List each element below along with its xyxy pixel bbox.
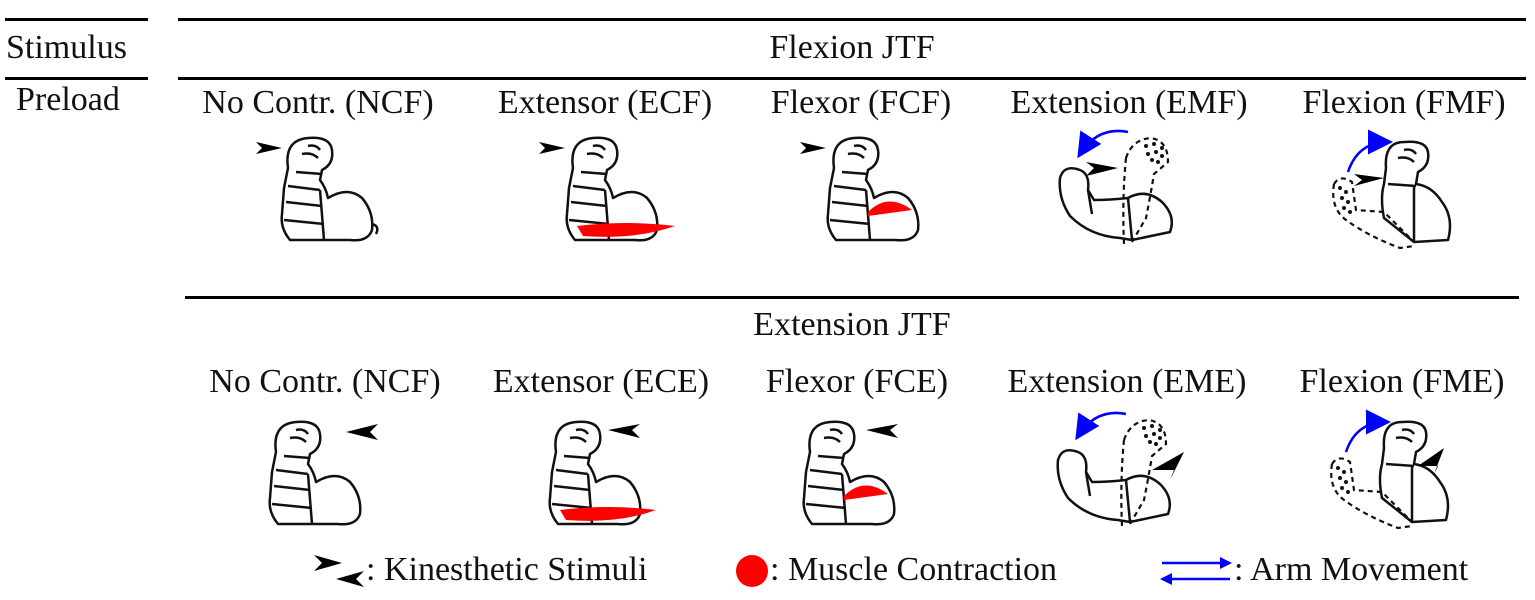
arm-icon-ncf-ext [268, 420, 378, 526]
kinesthetic-stimulus-icon [1354, 174, 1384, 186]
kinesthetic-stimuli-legend-icon [314, 555, 364, 587]
condition-label-ncf-ext: No Contr. (NCF) [209, 363, 441, 400]
muscle-contraction-icon [560, 507, 656, 521]
arm-movement-icon [1077, 129, 1129, 159]
condition-label-fme: Flexion (FME) [1299, 363, 1505, 400]
section-1-title: Flexion JTF [769, 29, 935, 66]
condition-label-ncf: No Contr. (NCF) [202, 84, 434, 121]
arm-icon-fce [802, 420, 898, 526]
kinesthetic-stimulus-icon [1152, 452, 1184, 480]
condition-label-fce: Flexor (FCE) [765, 363, 949, 400]
arm-movement-icon [1075, 411, 1127, 441]
legend-kinesthetic-label: : Kinesthetic Stimuli [366, 551, 648, 588]
kinesthetic-stimulus-icon [866, 424, 898, 438]
preload-label: Preload [16, 81, 120, 118]
kinesthetic-stimulus-icon [608, 424, 640, 438]
arm-icon-emf [1058, 129, 1173, 245]
condition-label-eme: Extension (EME) [1007, 363, 1247, 400]
kinesthetic-stimulus-icon [1418, 448, 1444, 474]
condition-label-ecf: Extensor (ECF) [497, 84, 713, 121]
legend-muscle-label: : Muscle Contraction [770, 551, 1058, 588]
condition-label-ece: Extensor (ECE) [492, 363, 710, 400]
condition-label-fmf: Flexion (FMF) [1302, 84, 1506, 121]
arm-icon-eme [1056, 411, 1184, 527]
condition-label-fcf: Flexor (FCF) [770, 84, 952, 121]
kinesthetic-stimulus-icon [1086, 162, 1118, 176]
muscle-contraction-icon [577, 223, 675, 237]
arm-icon-fme [1330, 409, 1450, 530]
section-1-rule-top [178, 18, 1526, 21]
kinesthetic-stimulus-icon [539, 142, 565, 154]
left-rule-top [5, 18, 148, 21]
muscle-contraction-icon [844, 485, 888, 500]
arm-movement-icon [1346, 129, 1393, 173]
muscle-contraction-icon [868, 201, 912, 216]
section-2-title: Extension JTF [753, 306, 951, 343]
section-2-rule-top [185, 296, 1519, 299]
muscle-contraction-legend-icon [736, 555, 768, 587]
stimulus-label: Stimulus [6, 29, 127, 66]
left-rule-middle [5, 77, 148, 80]
arm-icon-fcf [800, 136, 920, 242]
arm-movement-icon [1344, 409, 1391, 453]
kinesthetic-stimulus-icon [800, 142, 826, 154]
kinesthetic-stimulus-icon [256, 142, 282, 154]
condition-label-emf: Extension (EMF) [1010, 84, 1248, 121]
legend-movement-label: : Arm Movement [1234, 551, 1469, 588]
arm-icon-ncf [256, 136, 379, 242]
arm-icon-ecf [539, 136, 675, 242]
arm-movement-legend-icon [1160, 557, 1232, 585]
section-1-rule-bottom [178, 77, 1526, 80]
kinesthetic-stimulus-icon [346, 424, 378, 440]
arm-icon-ece [548, 420, 656, 526]
arm-icon-fmf [1332, 129, 1452, 250]
